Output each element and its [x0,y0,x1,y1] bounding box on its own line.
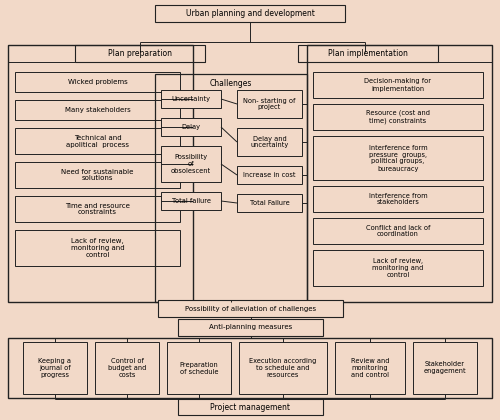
Bar [15,230,180,266]
Text: Possibility
of
obsolescent: Possibility of obsolescent [171,154,211,174]
Text: Decision-making for
implementation: Decision-making for implementation [364,79,432,92]
Text: Project management: Project management [210,402,290,412]
Text: Plan preparation: Plan preparation [108,49,172,58]
Text: Total Failure: Total Failure [250,200,290,206]
Text: Possibility of alleviation of challenges: Possibility of alleviation of challenges [185,305,316,312]
Bar [237,166,302,184]
Text: Need for sustainable
solutions: Need for sustainable solutions [62,168,134,181]
Text: Wicked problems: Wicked problems [68,79,128,85]
Bar [307,45,492,302]
Bar [8,45,193,302]
Bar [178,319,323,336]
Text: Increase in cost: Increase in cost [243,172,296,178]
Text: Non- starting of
project: Non- starting of project [244,97,296,110]
Text: Resource (cost and
time) constraints: Resource (cost and time) constraints [366,110,430,124]
Text: Lack of review,
monitoring and
control: Lack of review, monitoring and control [70,238,124,258]
Bar [161,118,221,136]
Bar [313,104,483,130]
Text: Interference from
stakeholders: Interference from stakeholders [368,192,428,205]
Text: Stakeholder
engagement: Stakeholder engagement [424,362,467,375]
Bar [313,218,483,244]
Bar [237,194,302,212]
Bar [23,342,87,394]
Text: Technical and
apolitical  process: Technical and apolitical process [66,134,129,147]
Bar [15,72,180,92]
Text: Conflict and lack of
coordination: Conflict and lack of coordination [366,225,430,237]
Text: Keeping a
journal of
progress: Keeping a journal of progress [38,358,72,378]
Text: Delay: Delay [182,124,201,130]
Bar [313,250,483,286]
Bar [161,146,221,182]
Text: Review and
monitoring
and control: Review and monitoring and control [351,358,389,378]
Text: Execution according
to schedule and
resources: Execution according to schedule and reso… [250,358,316,378]
Text: Interference form
pressure  groups,
political groups,
bureaucracy: Interference form pressure groups, polit… [368,144,428,171]
Bar [15,128,180,154]
Text: Lack of review,
monitoring and
control: Lack of review, monitoring and control [372,258,424,278]
Text: Urban planning and development: Urban planning and development [186,9,314,18]
Text: Challenges: Challenges [210,79,252,87]
Text: Many stakeholders: Many stakeholders [64,107,130,113]
Bar [298,45,438,62]
Text: Total failure: Total failure [172,198,210,204]
Text: Time and resource
constraints: Time and resource constraints [65,202,130,215]
Bar [335,342,405,394]
Bar [313,72,483,98]
Bar [167,342,231,394]
Bar [95,342,159,394]
Text: Preparation
of schedule: Preparation of schedule [180,362,218,375]
Bar [15,196,180,222]
Text: Control of
budget and
costs: Control of budget and costs [108,358,146,378]
Bar [313,136,483,180]
Bar [155,5,345,22]
Bar [155,74,307,302]
Bar [75,45,205,62]
Text: Plan implementation: Plan implementation [328,49,408,58]
Bar [8,338,492,398]
Bar [161,192,221,210]
Text: Delay and
uncertainty: Delay and uncertainty [250,136,288,149]
Text: Uncertainty: Uncertainty [172,96,210,102]
Bar [161,90,221,108]
Bar [158,300,343,317]
Bar [15,162,180,188]
Bar [313,186,483,212]
Bar [237,90,302,118]
Bar [15,100,180,120]
Text: Anti-planning measures: Anti-planning measures [209,325,292,331]
Bar [239,342,327,394]
Bar [178,399,323,415]
Bar [237,128,302,156]
Bar [413,342,477,394]
